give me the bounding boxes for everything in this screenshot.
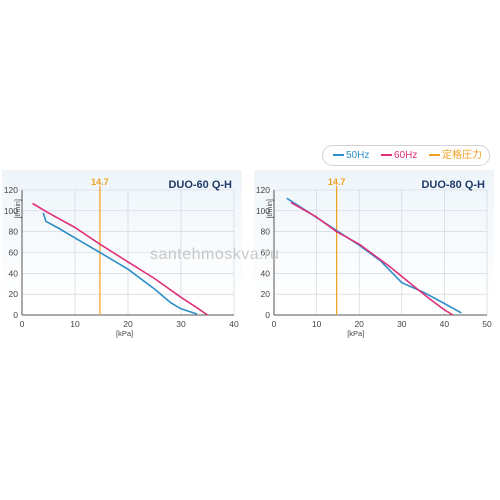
reference-line-label: 14.7 <box>91 177 109 187</box>
x-tick-label: 50 <box>482 319 492 329</box>
x-tick-label: 30 <box>176 319 186 329</box>
chart-title: DUO-80 Q-H <box>421 179 485 191</box>
x-tick-label: 0 <box>20 319 25 329</box>
x-tick-label: 20 <box>123 319 133 329</box>
chart-duo-80: 0 20 40 60 80 100 120 0 10 20 30 40 50 [kPa] [ℓ/min] DU… <box>256 177 492 338</box>
watermark: santehmoskva.ru <box>150 246 280 263</box>
legend-label-60hz: 60Hz <box>394 150 418 161</box>
y-tick-label: 100 <box>4 206 18 216</box>
y-tick-label: 20 <box>261 289 271 299</box>
x-axis-label: [kPa] <box>347 329 364 338</box>
legend-label-50hz: 50Hz <box>346 150 370 161</box>
chart-panel-duo-80: 0 20 40 60 80 100 120 0 10 20 30 40 50 [kPa] [ℓ/min] DU… <box>254 170 494 345</box>
legend-swatch-60hz <box>381 154 392 157</box>
legend-item-rated-pressure: 定格圧力 <box>429 150 482 162</box>
y-tick-label: 120 <box>4 185 18 195</box>
chart-duo-60: 0 20 40 60 80 100 120 0 10 20 30 40 [kPa] [ℓ/min] DUO-… <box>4 177 239 338</box>
y-axis-label: [ℓ/min] <box>15 199 22 218</box>
x-tick-label: 10 <box>312 319 322 329</box>
legend-label-rated-pressure: 定格圧力 <box>442 150 482 161</box>
y-tick-label: 60 <box>9 248 19 258</box>
x-tick-label: 30 <box>397 319 407 329</box>
y-tick-label: 20 <box>9 289 19 299</box>
x-tick-label: 0 <box>272 319 277 329</box>
x-axis-label: [kPa] <box>116 329 133 338</box>
legend: 50Hz 60Hz 定格圧力 <box>322 145 490 166</box>
reference-line-label: 14.7 <box>328 177 346 187</box>
series-line-50hz <box>42 212 198 315</box>
y-tick-label: 40 <box>261 268 271 278</box>
x-tick-label: 40 <box>229 319 239 329</box>
y-tick-label: 100 <box>256 206 270 216</box>
chart-panel-duo-60: 0 20 40 60 80 100 120 0 10 20 30 40 [kPa] [ℓ/min] DUO-… <box>2 170 242 345</box>
y-tick-label: 80 <box>9 227 19 237</box>
y-tick-label: 60 <box>261 248 271 258</box>
legend-swatch-rated-pressure <box>429 154 440 157</box>
y-tick-label: 40 <box>9 268 19 278</box>
y-tick-label: 80 <box>261 227 271 237</box>
y-tick-label: 120 <box>256 185 270 195</box>
legend-item-50hz: 50Hz <box>333 150 369 162</box>
y-tick-label: 0 <box>13 310 18 320</box>
y-axis-label: [ℓ/min] <box>267 199 274 218</box>
series-line-60hz <box>290 201 454 316</box>
legend-swatch-50hz <box>333 154 344 157</box>
legend-item-60hz: 60Hz <box>381 150 417 162</box>
x-tick-label: 40 <box>440 319 450 329</box>
series-line-60hz <box>32 202 208 316</box>
x-tick-label: 20 <box>354 319 364 329</box>
x-tick-label: 10 <box>70 319 80 329</box>
y-tick-label: 0 <box>265 310 270 320</box>
chart-title: DUO-60 Q-H <box>168 179 232 191</box>
